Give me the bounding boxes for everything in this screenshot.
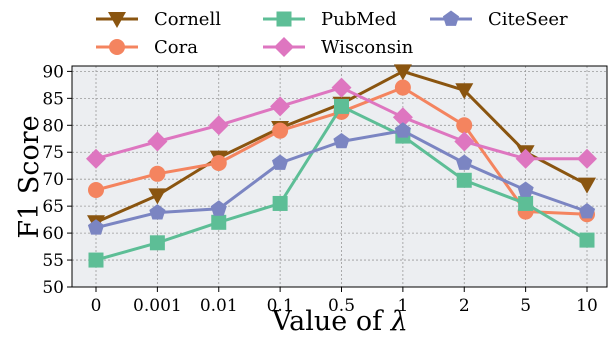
y-tick-label: 80 [42,116,64,136]
data-point [270,96,291,117]
data-point [454,131,475,152]
legend-item-citeseer: CiteSeer [430,9,568,30]
data-point [210,200,227,216]
y-axis-title: F1 Score [14,115,45,238]
x-tick-label: 1 [397,296,408,316]
data-point [87,219,105,235]
x-tick-label: 5 [520,296,531,316]
x-tick-label: 0.01 [200,296,238,316]
x-tick-label: 2 [459,296,470,316]
data-point [331,77,352,98]
legend-item-cornell: Cornell [96,9,221,30]
data-point [456,172,472,188]
legend-marker [274,37,294,57]
data-point [334,98,349,114]
data-point [393,64,412,81]
data-point [149,235,165,251]
data-point [210,155,227,172]
y-tick-label: 90 [42,62,64,82]
x-tick-label: 0.1 [267,296,294,316]
data-point [456,117,473,134]
legend-marker [109,39,125,55]
data-point [578,177,596,194]
data-point [392,107,413,128]
y-tick-label: 50 [42,278,64,298]
series-group [86,64,597,268]
data-point [86,148,106,169]
data-point [456,154,473,170]
legend-marker [108,12,126,28]
legend-label: Wisconsin [321,37,414,58]
data-point [272,195,288,211]
lambda-symbol: λ [390,306,408,337]
data-point [394,79,411,96]
y-axis: 50 55 60 65 70 75 80 85 90 [42,62,72,298]
data-point [88,252,104,268]
data-point [88,181,104,198]
y-tick-label: 55 [42,251,64,271]
x-tick-label: 0.001 [133,296,182,316]
y-tick-label: 65 [42,197,64,217]
legend-marker [276,11,292,27]
data-point [148,188,167,205]
legend: Cornell Cora PubMed Wisconsin CiteSeer [96,9,568,58]
y-tick-label: 85 [42,89,64,109]
legend-label: CiteSeer [488,9,568,30]
legend-label: PubMed [321,9,397,30]
data-point [149,165,166,182]
legend-item-pubmed: PubMed [263,9,397,30]
y-tick-label: 70 [42,170,64,190]
data-point [518,195,534,211]
x-tick-label: 0 [91,296,102,316]
data-point [515,148,536,169]
x-axis: 0 0.001 0.01 0.1 0.5 1 2 5 10 [91,287,598,316]
data-point [149,204,166,220]
series-citeseer [87,122,596,235]
x-axis-title-text: Value of [271,306,391,337]
data-point [333,133,350,149]
plot-frame [71,65,608,288]
data-point [272,122,289,139]
data-point [394,122,411,138]
legend-item-cora: Cora [96,37,198,58]
legend-label: Cora [154,37,198,58]
data-point [272,154,289,170]
x-axis-title: Value of λ [271,306,408,337]
y-tick-label: 60 [42,224,64,244]
series-wisconsin [86,77,597,169]
data-point [208,115,229,136]
series-pubmed [88,98,595,268]
legend-label: Cornell [154,9,221,30]
data-point [147,131,168,152]
data-point [578,203,596,219]
data-point [211,214,227,230]
data-point [455,83,474,100]
legend-marker [442,10,460,26]
legend-item-wisconsin: Wisconsin [263,37,414,58]
x-tick-label: 10 [576,296,598,316]
y-tick-label: 75 [42,143,64,163]
x-tick-label: 0.5 [328,296,355,316]
data-point [579,232,595,248]
data-point [577,148,597,169]
data-point [517,181,534,197]
